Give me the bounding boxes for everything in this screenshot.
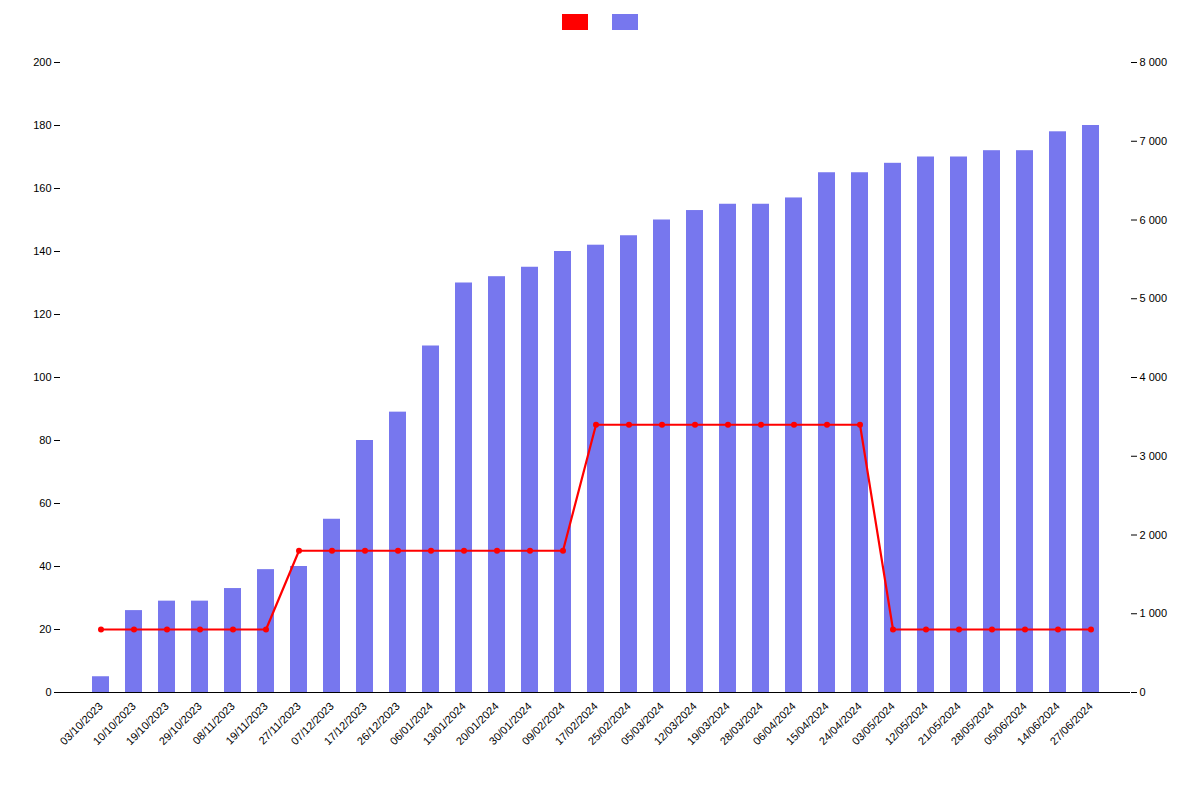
svg-text:09/02/2024: 09/02/2024 xyxy=(519,699,567,748)
svg-text:25/02/2024: 25/02/2024 xyxy=(585,699,633,748)
svg-text:03/05/2024: 03/05/2024 xyxy=(849,699,897,748)
svg-text:14/06/2024: 14/06/2024 xyxy=(1014,699,1062,748)
svg-text:3 000: 3 000 xyxy=(1140,450,1168,462)
svg-text:28/03/2024: 28/03/2024 xyxy=(717,699,765,748)
svg-text:17/12/2023: 17/12/2023 xyxy=(321,699,369,748)
svg-text:19/03/2024: 19/03/2024 xyxy=(684,699,732,748)
svg-text:120: 120 xyxy=(33,308,51,320)
svg-text:7 000: 7 000 xyxy=(1140,135,1168,147)
svg-text:29/10/2023: 29/10/2023 xyxy=(156,699,204,748)
svg-text:24/04/2024: 24/04/2024 xyxy=(816,699,864,748)
svg-text:8 000: 8 000 xyxy=(1140,56,1168,68)
svg-text:20: 20 xyxy=(39,623,51,635)
svg-text:06/04/2024: 06/04/2024 xyxy=(750,699,798,748)
svg-text:12/03/2024: 12/03/2024 xyxy=(651,699,699,748)
svg-text:05/06/2024: 05/06/2024 xyxy=(981,699,1029,748)
svg-text:15/04/2024: 15/04/2024 xyxy=(783,699,831,748)
svg-text:30/01/2024: 30/01/2024 xyxy=(486,699,534,748)
svg-text:2 000: 2 000 xyxy=(1140,529,1168,541)
svg-text:12/05/2024: 12/05/2024 xyxy=(882,699,930,748)
svg-text:140: 140 xyxy=(33,245,51,257)
svg-text:03/10/2023: 03/10/2023 xyxy=(57,699,105,748)
svg-text:6 000: 6 000 xyxy=(1140,214,1168,226)
svg-text:19/11/2023: 19/11/2023 xyxy=(223,699,270,747)
svg-text:27/11/2023: 27/11/2023 xyxy=(256,699,303,747)
svg-text:0: 0 xyxy=(45,686,51,698)
svg-text:08/11/2023: 08/11/2023 xyxy=(190,699,237,747)
svg-text:1 000: 1 000 xyxy=(1140,607,1168,619)
svg-text:40: 40 xyxy=(39,560,51,572)
svg-text:200: 200 xyxy=(33,56,51,68)
svg-text:4 000: 4 000 xyxy=(1140,371,1168,383)
svg-text:100: 100 xyxy=(33,371,51,383)
svg-text:5 000: 5 000 xyxy=(1140,292,1168,304)
svg-text:28/05/2024: 28/05/2024 xyxy=(948,699,996,748)
svg-text:26/12/2023: 26/12/2023 xyxy=(354,699,402,748)
svg-text:0: 0 xyxy=(1140,686,1146,698)
svg-text:27/06/2024: 27/06/2024 xyxy=(1047,700,1094,747)
svg-text:20/01/2024: 20/01/2024 xyxy=(453,699,501,748)
svg-text:19/10/2023: 19/10/2023 xyxy=(123,699,171,748)
svg-text:05/03/2024: 05/03/2024 xyxy=(618,699,666,748)
svg-text:21/05/2024: 21/05/2024 xyxy=(915,699,963,748)
svg-text:180: 180 xyxy=(33,119,51,131)
svg-text:160: 160 xyxy=(33,182,51,194)
svg-text:17/02/2024: 17/02/2024 xyxy=(552,699,600,748)
svg-text:60: 60 xyxy=(39,497,51,509)
svg-text:07/12/2023: 07/12/2023 xyxy=(288,699,336,748)
svg-text:06/01/2024: 06/01/2024 xyxy=(387,699,435,748)
svg-text:13/01/2024: 13/01/2024 xyxy=(420,699,468,748)
svg-text:10/10/2023: 10/10/2023 xyxy=(90,699,138,748)
svg-text:80: 80 xyxy=(39,434,51,446)
